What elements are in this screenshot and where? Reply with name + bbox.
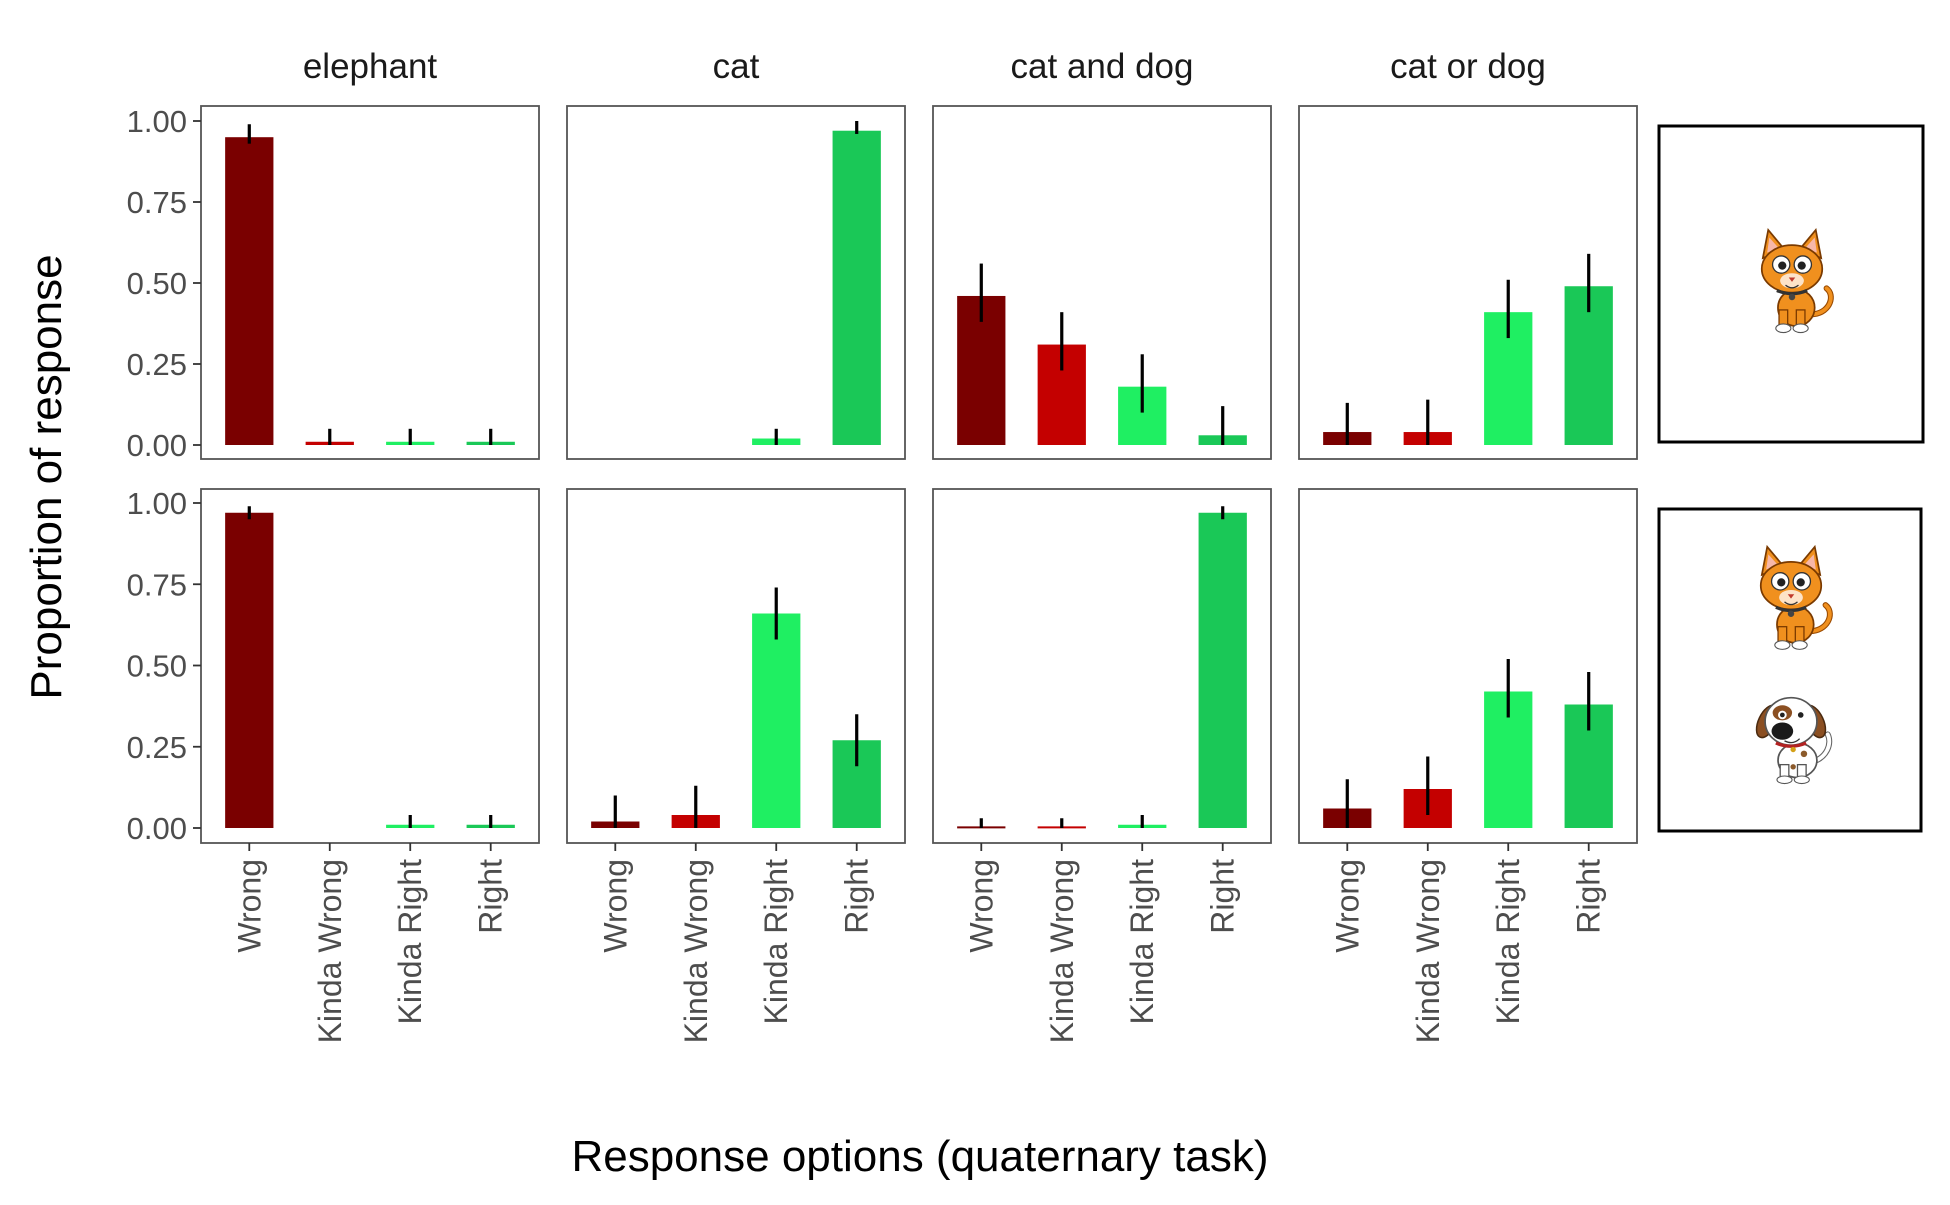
facet-title: cat bbox=[713, 47, 760, 86]
x-tick-label-kinda-wrong: Kinda Wrong bbox=[1410, 859, 1446, 1043]
y-tick-label: 1.00 bbox=[127, 104, 187, 139]
panel-border bbox=[932, 105, 1272, 460]
bar-wrong bbox=[225, 137, 274, 445]
x-tick-label-right: Right bbox=[839, 859, 875, 934]
x-axis-title: Response options (quaternary task) bbox=[571, 1132, 1268, 1181]
x-tick-label-kinda-right: Kinda Right bbox=[1490, 859, 1526, 1025]
y-tick-label: 0.75 bbox=[127, 567, 187, 602]
y-tick-label: 0.00 bbox=[127, 428, 187, 463]
x-tick-label-kinda-right: Kinda Right bbox=[1124, 859, 1160, 1025]
y-axis-title: Proportion of response bbox=[22, 254, 71, 699]
bar-right bbox=[832, 130, 881, 445]
facet-title: cat and dog bbox=[1011, 47, 1194, 86]
y-tick-label: 0.75 bbox=[127, 185, 187, 220]
facet-title: elephant bbox=[303, 47, 438, 86]
y-tick-label: 0.25 bbox=[127, 730, 187, 765]
y-tick-label: 0.25 bbox=[127, 347, 187, 382]
y-tick-label: 0.50 bbox=[127, 649, 187, 684]
bar-right bbox=[1198, 512, 1247, 828]
x-tick-label-wrong: Wrong bbox=[597, 859, 633, 953]
bar-kinda-right bbox=[752, 613, 801, 828]
x-tick-label-kinda-wrong: Kinda Wrong bbox=[678, 859, 714, 1043]
x-tick-label-kinda-wrong: Kinda Wrong bbox=[312, 859, 348, 1043]
x-tick-label-right: Right bbox=[1571, 859, 1607, 934]
x-tick-label-wrong: Wrong bbox=[963, 859, 999, 953]
x-tick-label-wrong: Wrong bbox=[1329, 859, 1365, 953]
panel-border bbox=[1298, 105, 1638, 460]
x-tick-label-kinda-wrong: Kinda Wrong bbox=[1044, 859, 1080, 1043]
x-tick-label-wrong: Wrong bbox=[231, 859, 267, 953]
x-tick-label-kinda-right: Kinda Right bbox=[392, 859, 428, 1025]
x-tick-label-kinda-right: Kinda Right bbox=[758, 859, 794, 1025]
x-tick-label-right: Right bbox=[1205, 859, 1241, 934]
y-tick-label: 0.50 bbox=[127, 266, 187, 301]
facet-title: cat or dog bbox=[1390, 47, 1546, 86]
panel-border bbox=[566, 105, 906, 460]
y-tick-label: 0.00 bbox=[127, 811, 187, 846]
y-tick-label: 1.00 bbox=[127, 486, 187, 521]
bar-wrong bbox=[225, 512, 274, 828]
bar-right bbox=[1564, 286, 1613, 445]
panel-border bbox=[932, 488, 1272, 844]
panel-border bbox=[1298, 488, 1638, 844]
x-tick-label-right: Right bbox=[473, 859, 509, 934]
panel-border bbox=[566, 488, 906, 844]
